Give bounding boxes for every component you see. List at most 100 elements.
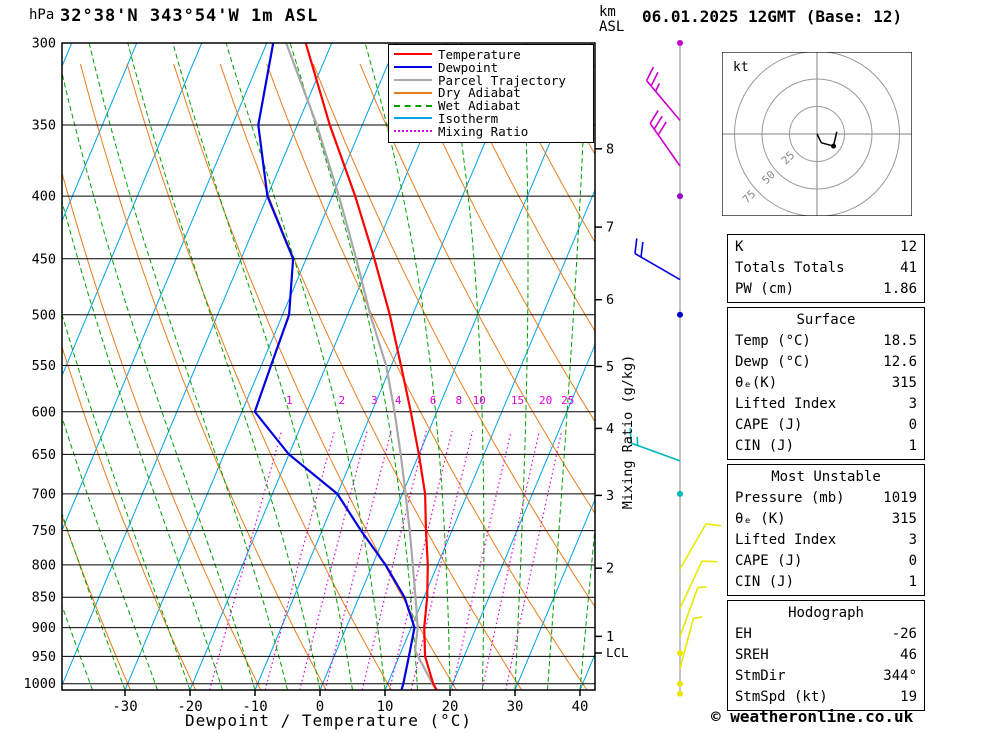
table-title: Most Unstable: [771, 469, 881, 485]
wind-level-dot: [677, 193, 683, 200]
legend-item: Temperature: [394, 47, 593, 62]
row-label: CAPE (J): [735, 417, 803, 433]
row-value: 1.86: [883, 281, 917, 297]
row-value: 315: [891, 511, 917, 527]
row-value: 12: [900, 239, 917, 255]
row-value: 46: [900, 647, 917, 663]
svg-text:700: 700: [32, 486, 56, 502]
table-row: CIN (J) 1: [735, 572, 917, 593]
table-row: EH -26: [735, 624, 917, 645]
row-label: CIN (J): [735, 438, 795, 454]
pressure-unit-label: hPa: [29, 7, 55, 23]
hodograph-ring: [734, 52, 900, 216]
row-value: -26: [891, 626, 917, 642]
svg-text:30: 30: [507, 699, 524, 715]
row-label: Dewp (°C): [735, 354, 811, 370]
row-value: 315: [891, 375, 917, 391]
legend-item: Wet Adiabat: [394, 98, 593, 114]
info-table: Hodograph EH -26 SREH 46 StmDir 344° StmSpd (kt…: [727, 600, 925, 711]
row-value: 1019: [883, 490, 917, 506]
svg-text:1: 1: [606, 629, 614, 645]
row-label: Lifted Index: [735, 532, 837, 548]
svg-text:25: 25: [561, 394, 574, 407]
row-value: 1: [908, 438, 917, 454]
row-label: Pressure (mb): [735, 490, 845, 506]
svg-text:8: 8: [455, 394, 462, 407]
legend-line-sample: [394, 104, 432, 107]
svg-text:10: 10: [473, 394, 486, 407]
hodograph-ring: [789, 106, 845, 162]
table-row: SREH 46: [735, 645, 917, 666]
svg-text:400: 400: [32, 189, 56, 205]
wind-barb: [679, 560, 718, 609]
temp-axis-labels: -30 -20 -10 0 10 20 30 40: [112, 690, 588, 715]
wind-barb: [649, 110, 681, 167]
legend: Temperature Dewpoint Parcel Trajectory Dry …: [388, 44, 594, 143]
svg-text:15: 15: [511, 394, 524, 407]
table-row: Lifted Index 3: [735, 530, 917, 551]
table-row: CAPE (J) 0: [735, 551, 917, 572]
table-row: Totals Totals 41: [735, 258, 917, 279]
svg-text:40: 40: [572, 699, 589, 715]
asl-label: ASL: [599, 19, 625, 35]
hodograph-unit-label: kt: [733, 60, 749, 75]
info-table: Surface Temp (°C) 18.5 Dewp (°C) 12.6 θₑ(K) 31…: [727, 307, 925, 460]
svg-text:850: 850: [32, 590, 56, 606]
row-label: SREH: [735, 647, 769, 663]
svg-text:3: 3: [371, 394, 378, 407]
svg-text:20: 20: [442, 699, 459, 715]
svg-text:-30: -30: [112, 699, 137, 715]
copyright: © weatheronline.co.uk: [711, 707, 914, 726]
row-value: 344°: [883, 668, 917, 684]
table-row: StmSpd (kt) 19: [735, 687, 917, 708]
svg-text:950: 950: [32, 649, 56, 665]
svg-text:900: 900: [32, 620, 56, 636]
table-row: θₑ(K) 315: [735, 373, 917, 394]
mixing-ratio-labels: 1 2 3 4 6 8 10 15 20 25: [286, 394, 574, 407]
wind-barb: [679, 616, 703, 669]
table-row: CAPE (J) 0: [735, 415, 917, 436]
row-value: 19: [900, 689, 917, 705]
svg-text:450: 450: [32, 251, 56, 267]
row-label: PW (cm): [735, 281, 795, 297]
mixing-ratio-axis-label: Mixing Ratio (g/kg): [620, 354, 636, 510]
svg-text:6: 6: [606, 292, 614, 308]
svg-text:3: 3: [606, 488, 614, 504]
row-label: CAPE (J): [735, 553, 803, 569]
dewpoint-curve: [253, 43, 416, 690]
svg-text:300: 300: [32, 36, 56, 52]
parcel-trajectory-curve: [285, 43, 438, 690]
legend-line-sample: [394, 78, 432, 81]
legend-label: Parcel Trajectory: [438, 72, 566, 88]
svg-text:20: 20: [539, 394, 552, 407]
legend-line-sample: [394, 91, 432, 94]
svg-text:2: 2: [338, 394, 345, 407]
row-label: K: [735, 239, 744, 255]
table-row: K 12: [735, 237, 917, 258]
legend-line-sample: [394, 130, 432, 133]
wind-level-dot: [677, 650, 683, 656]
row-value: 18.5: [883, 333, 917, 349]
legend-item: Dewpoint: [394, 60, 593, 75]
svg-text:2: 2: [606, 561, 614, 577]
row-label: Lifted Index: [735, 396, 837, 412]
legend-line-sample: [394, 117, 432, 120]
row-label: StmSpd (kt): [735, 689, 828, 705]
altitude-unit-label: km ASL: [599, 5, 624, 35]
svg-text:1: 1: [286, 394, 293, 407]
svg-text:600: 600: [32, 404, 56, 420]
row-value: 3: [908, 396, 917, 412]
legend-label: Wet Adiabat: [438, 98, 521, 114]
row-value: 41: [900, 260, 917, 276]
mixing-ratio-lines: [209, 430, 563, 690]
table-row: Lifted Index 3: [735, 394, 917, 415]
wind-barb: [679, 586, 707, 637]
indices-tables: K 12 Totals Totals 41 PW (cm) 1.86 Surface Temp…: [727, 234, 925, 711]
lcl-label: LCL: [606, 645, 629, 660]
row-label: Totals Totals: [735, 260, 845, 276]
row-value: 0: [908, 553, 917, 569]
table-row: StmDir 344°: [735, 666, 917, 687]
wind-level-dot: [677, 680, 683, 687]
